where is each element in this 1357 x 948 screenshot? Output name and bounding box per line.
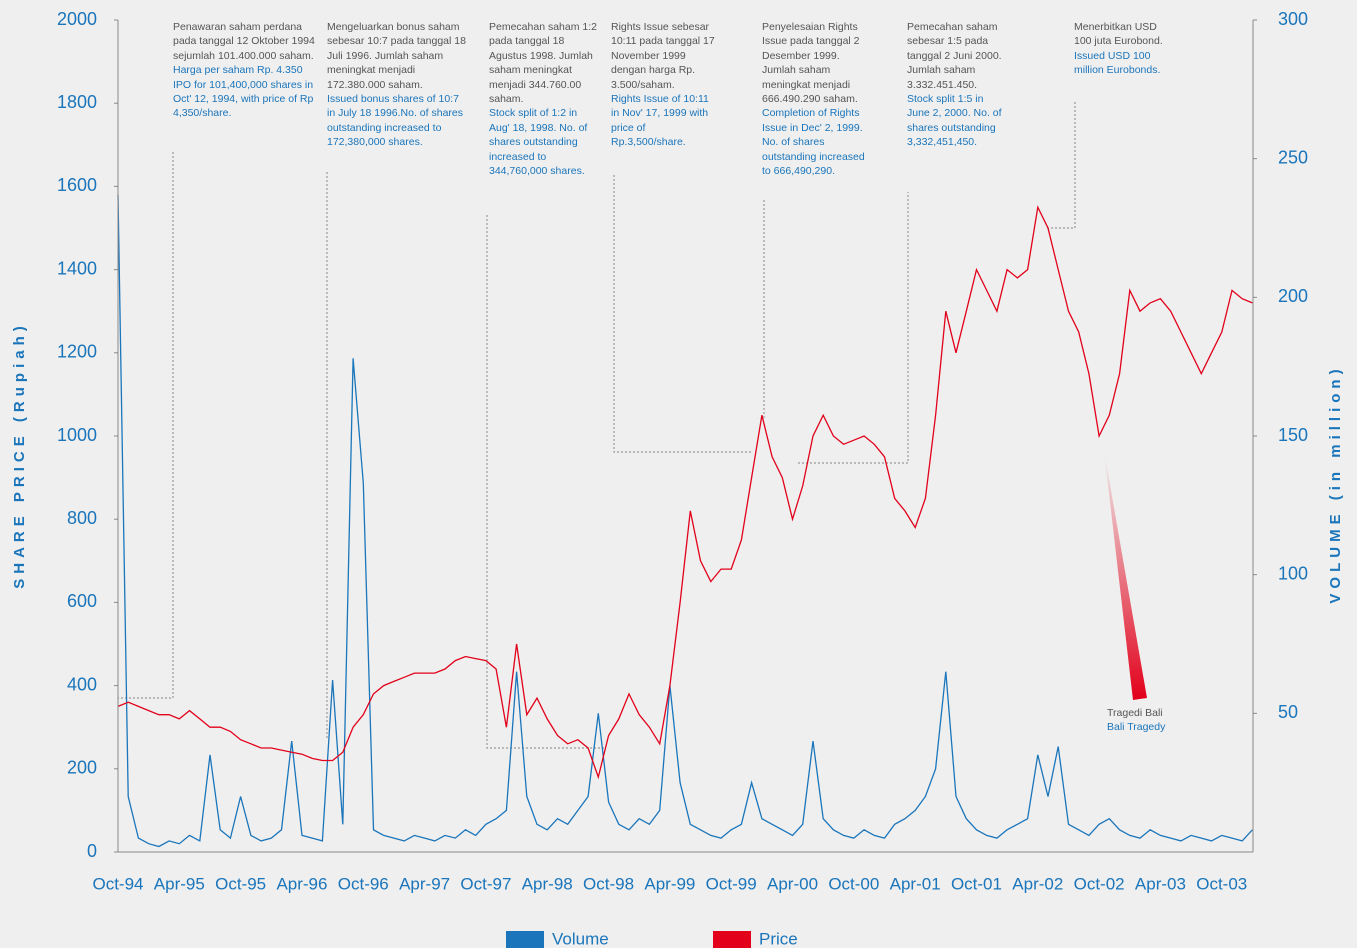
annotation: Pemecahan saham sebesar 1:5 pada tanggal… [907,20,1005,150]
y2-tick-label: 200 [1278,286,1308,306]
annotation-text-en: Harga per saham Rp. 4.350 IPO for 101,40… [173,64,314,120]
y-tick-label: 1200 [57,342,97,362]
annotation-text: Penyelesaian Rights Issue pada tanggal 2… [762,21,860,106]
annotation-text: Menerbitkan USD 100 juta Eurobond. [1074,21,1163,48]
y2-tick-label: 100 [1278,563,1308,583]
y-tick-label: 400 [67,674,97,694]
y2-tick-label: 50 [1278,702,1298,722]
bali-pointer [1104,450,1147,700]
x-tick-label: Oct-03 [1196,874,1247,893]
x-tick-label: Oct-02 [1074,874,1125,893]
y-tick-label: 1400 [57,258,97,278]
connector [798,192,909,464]
connector [1047,100,1076,229]
legend-label: Volume [552,929,609,948]
x-tick-label: Apr-95 [154,874,205,893]
y-tick-label: 800 [67,508,97,528]
legend-swatch [713,931,751,948]
series-line [117,194,1253,848]
annotation: Penyelesaian Rights Issue pada tanggal 2… [762,20,870,178]
x-tick-label: Apr-00 [767,874,818,893]
annotation: Pemecahan saham 1:2 pada tanggal 18 Agus… [489,20,597,178]
y-tick-label: 1600 [57,175,97,195]
annotation-text: Penawaran saham perdana pada tanggal 12 … [173,21,315,62]
annotation: Tragedi Bali Bali Tragedy [1107,706,1197,735]
annotation-text: Rights Issue sebesar 10:11 pada tanggal … [611,21,715,91]
y-tick-label: 2000 [57,9,97,29]
annotation: Mengeluarkan bonus saham sebesar 10:7 pa… [327,20,467,150]
x-tick-label: Oct-01 [951,874,1002,893]
connectors [118,100,1076,749]
x-tick-label: Oct-94 [92,874,143,893]
legend-label: Price [759,929,798,948]
annotation-text: Mengeluarkan bonus saham sebesar 10:7 pa… [327,21,466,91]
annotation: Menerbitkan USD 100 juta Eurobond. Issued… [1074,20,1166,78]
x-tick-label: Apr-02 [1012,874,1063,893]
x-tick-label: Oct-99 [706,874,757,893]
annotation-text-en: Stock split of 1:2 in Aug' 18, 1998. No.… [489,107,588,178]
y-tick-label: 0 [87,841,97,861]
x-tick-label: Apr-98 [522,874,573,893]
y-tick-label: 1000 [57,425,97,445]
annotation-text-en: Rights Issue of 10:11 in Nov' 17, 1999 w… [611,93,709,149]
annotation-text-en: Issued USD 100 million Eurobonds. [1074,49,1161,77]
x-tick-label: Oct-00 [828,874,879,893]
x-tick-label: Oct-97 [460,874,511,893]
x-tick-label: Apr-96 [276,874,327,893]
legend-swatch [506,931,544,948]
y2-tick-label: 300 [1278,9,1308,29]
connector [118,152,174,699]
y-tick-label: 200 [67,758,97,778]
connector [486,215,605,749]
x-tick-label: Apr-01 [890,874,941,893]
annotation: Penawaran saham perdana pada tanggal 12 … [173,20,318,121]
annotation-text-en: Bali Tragedy [1107,721,1166,734]
y-tick-label: 1800 [57,92,97,112]
annotation-text-en: Completion of Rights Issue in Dec' 2, 19… [762,107,865,178]
connector [613,175,752,453]
annotation-text-en: Stock split 1:5 in June 2, 2000. No. of … [907,93,1002,149]
y-axis-label: SHARE PRICE (Rupiah) [11,321,28,589]
x-tick-label: Oct-95 [215,874,266,893]
annotation: Rights Issue sebesar 10:11 pada tanggal … [611,20,719,150]
y2-tick-label: 250 [1278,147,1308,167]
annotation-text: Tragedi Bali [1107,707,1163,719]
x-tick-label: Apr-03 [1135,874,1186,893]
y-tick-label: 600 [67,591,97,611]
y2-tick-label: 150 [1278,425,1308,445]
annotation-text-en: Issued bonus shares of 10:7 in July 18 1… [327,93,463,149]
y2-axis-label: VOLUME (in million) [1327,364,1344,603]
annotation-text: Pemecahan saham 1:2 pada tanggal 18 Agus… [489,21,597,106]
series-line [117,205,1253,780]
x-tick-label: Oct-98 [583,874,634,893]
x-tick-label: Oct-96 [338,874,389,893]
x-tick-label: Apr-99 [644,874,695,893]
annotation-text: Pemecahan saham sebesar 1:5 pada tanggal… [907,21,1002,91]
x-tick-label: Apr-97 [399,874,450,893]
